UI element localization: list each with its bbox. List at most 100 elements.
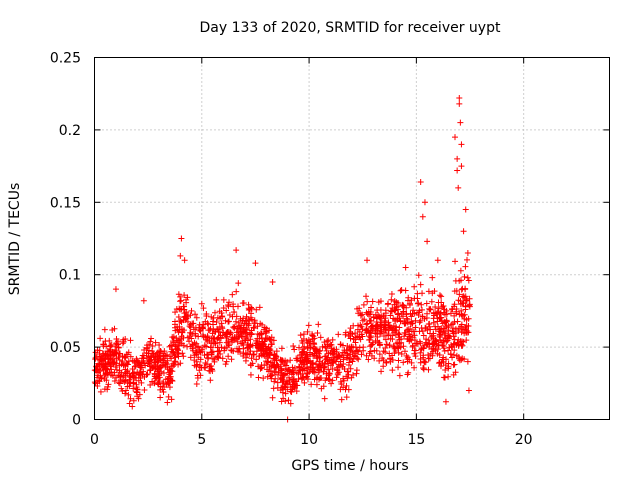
data-point [97, 335, 104, 342]
data-point [125, 391, 132, 398]
data-point [171, 359, 178, 366]
data-point [328, 341, 335, 348]
data-point [383, 326, 390, 333]
data-point [394, 315, 401, 322]
data-point [435, 309, 442, 316]
data-point [131, 374, 138, 381]
data-point [434, 318, 441, 325]
data-point [343, 394, 350, 401]
data-point [334, 364, 341, 371]
data-point [203, 311, 210, 318]
data-point [458, 311, 465, 318]
data-point [373, 347, 380, 354]
data-point [451, 312, 458, 319]
data-point [376, 314, 383, 321]
data-point [278, 374, 285, 381]
data-point [391, 344, 398, 351]
data-point [139, 371, 146, 378]
data-point [281, 371, 288, 378]
data-point [296, 367, 303, 374]
data-point [456, 100, 463, 107]
data-point [219, 313, 226, 320]
data-point [388, 290, 395, 297]
data-point [299, 346, 306, 353]
data-point [344, 368, 351, 375]
data-point [127, 337, 134, 344]
data-point [201, 342, 208, 349]
data-point [130, 397, 137, 404]
data-point [443, 318, 450, 325]
data-point [407, 333, 414, 340]
data-point [214, 348, 221, 355]
data-point [151, 380, 158, 387]
data-point [443, 323, 450, 330]
data-point [304, 328, 311, 335]
data-point [402, 287, 409, 294]
data-point [262, 336, 269, 343]
data-point [240, 324, 247, 331]
data-point [445, 327, 452, 334]
data-point [198, 364, 205, 371]
data-point [365, 356, 372, 363]
data-point [428, 345, 435, 352]
data-point [92, 356, 99, 363]
data-point [233, 313, 240, 320]
data-point [177, 298, 184, 305]
data-point [371, 355, 378, 362]
data-point [458, 141, 465, 148]
data-point [255, 374, 262, 381]
data-point [451, 318, 458, 325]
y-tick-label: 0.2 [59, 123, 81, 139]
data-point [396, 334, 403, 341]
data-point [420, 365, 427, 372]
data-point [462, 206, 469, 213]
data-point [421, 199, 428, 206]
data-point [311, 369, 318, 376]
data-point [206, 363, 213, 370]
data-point [289, 386, 296, 393]
data-point [204, 338, 211, 345]
data-point [355, 348, 362, 355]
data-point [96, 368, 103, 375]
data-point [119, 358, 126, 365]
data-point [108, 341, 115, 348]
data-point [177, 252, 184, 259]
data-point [277, 376, 284, 383]
data-point [269, 278, 276, 285]
data-point [386, 342, 393, 349]
x-tick-label: 15 [407, 432, 425, 448]
data-point [178, 333, 185, 340]
data-point [423, 314, 430, 321]
data-point [125, 349, 132, 356]
data-point [341, 366, 348, 373]
data-point [359, 326, 366, 333]
data-point [464, 256, 471, 263]
data-point [292, 377, 299, 384]
data-point [126, 400, 133, 407]
data-point [152, 339, 159, 346]
data-point [185, 312, 192, 319]
data-point [465, 277, 472, 284]
data-point [410, 307, 417, 314]
data-point [416, 338, 423, 345]
data-point [256, 304, 263, 311]
data-point [362, 327, 369, 334]
data-point [366, 337, 373, 344]
data-point [248, 310, 255, 317]
y-tick-label: 0.05 [50, 340, 81, 356]
data-point [318, 385, 325, 392]
data-point [432, 326, 439, 333]
data-point [447, 351, 454, 358]
data-point [360, 301, 367, 308]
data-point [409, 310, 416, 317]
data-point [426, 340, 433, 347]
data-point [465, 323, 472, 330]
data-point [451, 361, 458, 368]
data-point [415, 309, 422, 316]
data-point [352, 330, 359, 337]
data-point [187, 354, 194, 361]
data-point [411, 364, 418, 371]
data-point [234, 325, 241, 332]
data-point [156, 342, 163, 349]
data-point [430, 319, 437, 326]
